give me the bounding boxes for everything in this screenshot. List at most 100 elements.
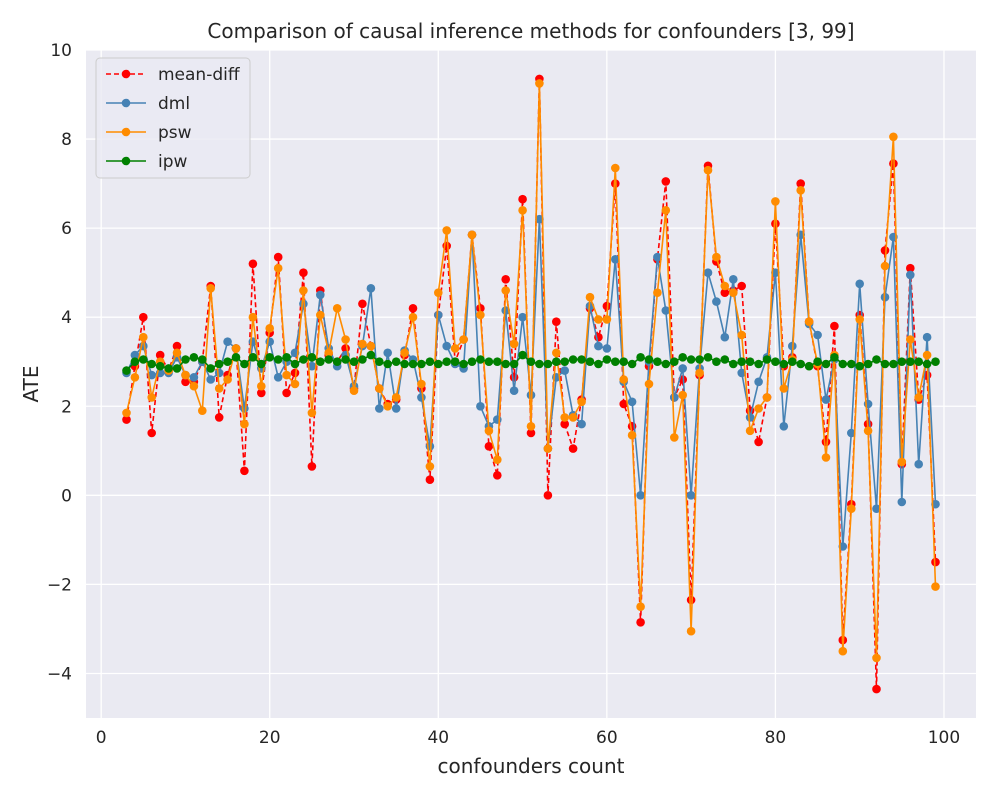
data-point-psw (273, 263, 283, 273)
data-point-psw (611, 163, 620, 173)
data-point-psw (914, 393, 923, 402)
data-point-ipw (493, 357, 502, 367)
data-point-ipw (307, 353, 317, 362)
data-point-mean-diff (155, 350, 165, 360)
data-point-ipw (627, 359, 637, 369)
data-point-ipw (670, 357, 679, 367)
x-tick-label: 40 (427, 728, 449, 748)
data-point-psw (602, 315, 612, 324)
data-point-mean-diff (796, 179, 805, 188)
data-point-psw (922, 350, 932, 360)
data-point-psw (375, 384, 384, 393)
legend-marker-ipw (121, 156, 131, 166)
data-point-dml (678, 364, 687, 373)
data-point-psw (906, 335, 915, 344)
data-point-dml (493, 415, 502, 424)
data-point-mean-diff (425, 475, 435, 485)
data-point-ipw (720, 355, 730, 364)
data-point-ipw (754, 359, 763, 369)
y-tick-label: 2 (61, 397, 72, 417)
data-point-psw (240, 419, 249, 429)
data-point-psw (931, 582, 940, 591)
data-point-ipw (872, 355, 881, 364)
data-point-psw (661, 206, 671, 215)
data-point-ipw (543, 359, 553, 369)
legend-entry-dml: dml (106, 94, 190, 114)
x-tick-label: 80 (765, 728, 787, 748)
data-point-dml (375, 404, 384, 413)
data-point-ipw (931, 357, 940, 367)
data-point-psw (425, 462, 435, 471)
data-point-mean-diff (299, 268, 308, 278)
data-point-mean-diff (661, 177, 671, 186)
chart-title: Comparison of causal inference methods f… (207, 19, 854, 43)
data-point-ipw (729, 359, 738, 369)
y-tick-label: −4 (47, 664, 72, 684)
legend-entry-mean-diff: mean-diff (106, 65, 241, 85)
data-point-ipw (408, 359, 418, 369)
data-point-mean-diff (720, 288, 730, 298)
data-point-ipw (636, 353, 645, 362)
data-point-ipw (290, 359, 300, 369)
data-point-ipw (813, 357, 822, 367)
data-point-ipw (332, 357, 342, 367)
tick-labels: 0 20 40 60 80 100 −4 −2 0 2 4 6 8 10 (47, 41, 960, 748)
data-point-mean-diff (830, 321, 839, 331)
data-point-psw (484, 426, 494, 436)
data-point-mean-diff (737, 281, 746, 291)
data-point-mean-diff (619, 399, 628, 409)
data-point-ipw (594, 359, 603, 369)
data-point-psw (585, 292, 595, 302)
data-point-psw (442, 226, 452, 235)
data-point-dml (189, 373, 199, 382)
data-point-psw (282, 370, 291, 380)
data-point-psw (745, 426, 755, 436)
data-point-psw (695, 368, 704, 378)
data-point-ipw (316, 357, 325, 367)
data-point-dml (914, 459, 923, 469)
data-point-dml (594, 341, 603, 351)
data-point-ipw (535, 359, 544, 369)
data-point-psw (720, 281, 730, 291)
data-point-psw (619, 375, 628, 384)
data-point-psw (762, 393, 772, 402)
data-point-ipw (737, 357, 746, 367)
data-point-mean-diff (172, 341, 182, 351)
data-point-psw (434, 288, 443, 298)
data-point-mean-diff (240, 466, 249, 476)
data-point-dml (855, 279, 864, 289)
data-point-ipw (695, 355, 704, 364)
data-point-dml (720, 332, 730, 342)
data-point-ipw (906, 357, 915, 367)
data-point-dml (779, 422, 789, 431)
data-point-ipw (164, 364, 173, 373)
data-point-ipw (375, 357, 384, 367)
data-point-mean-diff (214, 413, 224, 422)
data-point-ipw (434, 359, 443, 369)
data-point-psw (855, 315, 864, 324)
data-point-dml (509, 386, 519, 396)
data-point-dml (535, 214, 544, 224)
data-point-ipw (611, 357, 620, 367)
data-point-psw (560, 413, 569, 422)
data-point-dml (223, 337, 232, 347)
data-point-psw (408, 312, 418, 322)
series-ipw (122, 350, 940, 375)
data-point-dml (922, 332, 932, 342)
data-point-ipw (602, 355, 612, 364)
data-point-ipw (703, 353, 713, 362)
data-point-ipw (391, 357, 401, 367)
y-tick-label: 10 (50, 41, 72, 61)
data-point-mean-diff (526, 428, 536, 438)
data-point-dml (602, 344, 612, 353)
data-point-dml (754, 377, 763, 387)
data-point-mean-diff (821, 437, 831, 447)
data-point-psw (122, 408, 131, 418)
data-point-ipw (745, 357, 755, 367)
data-point-dml (611, 254, 620, 264)
data-point-psw (147, 393, 156, 402)
data-point-psw (771, 197, 780, 206)
data-point-ipw (779, 359, 789, 369)
data-point-psw (552, 348, 561, 358)
data-point-dml (712, 297, 721, 306)
